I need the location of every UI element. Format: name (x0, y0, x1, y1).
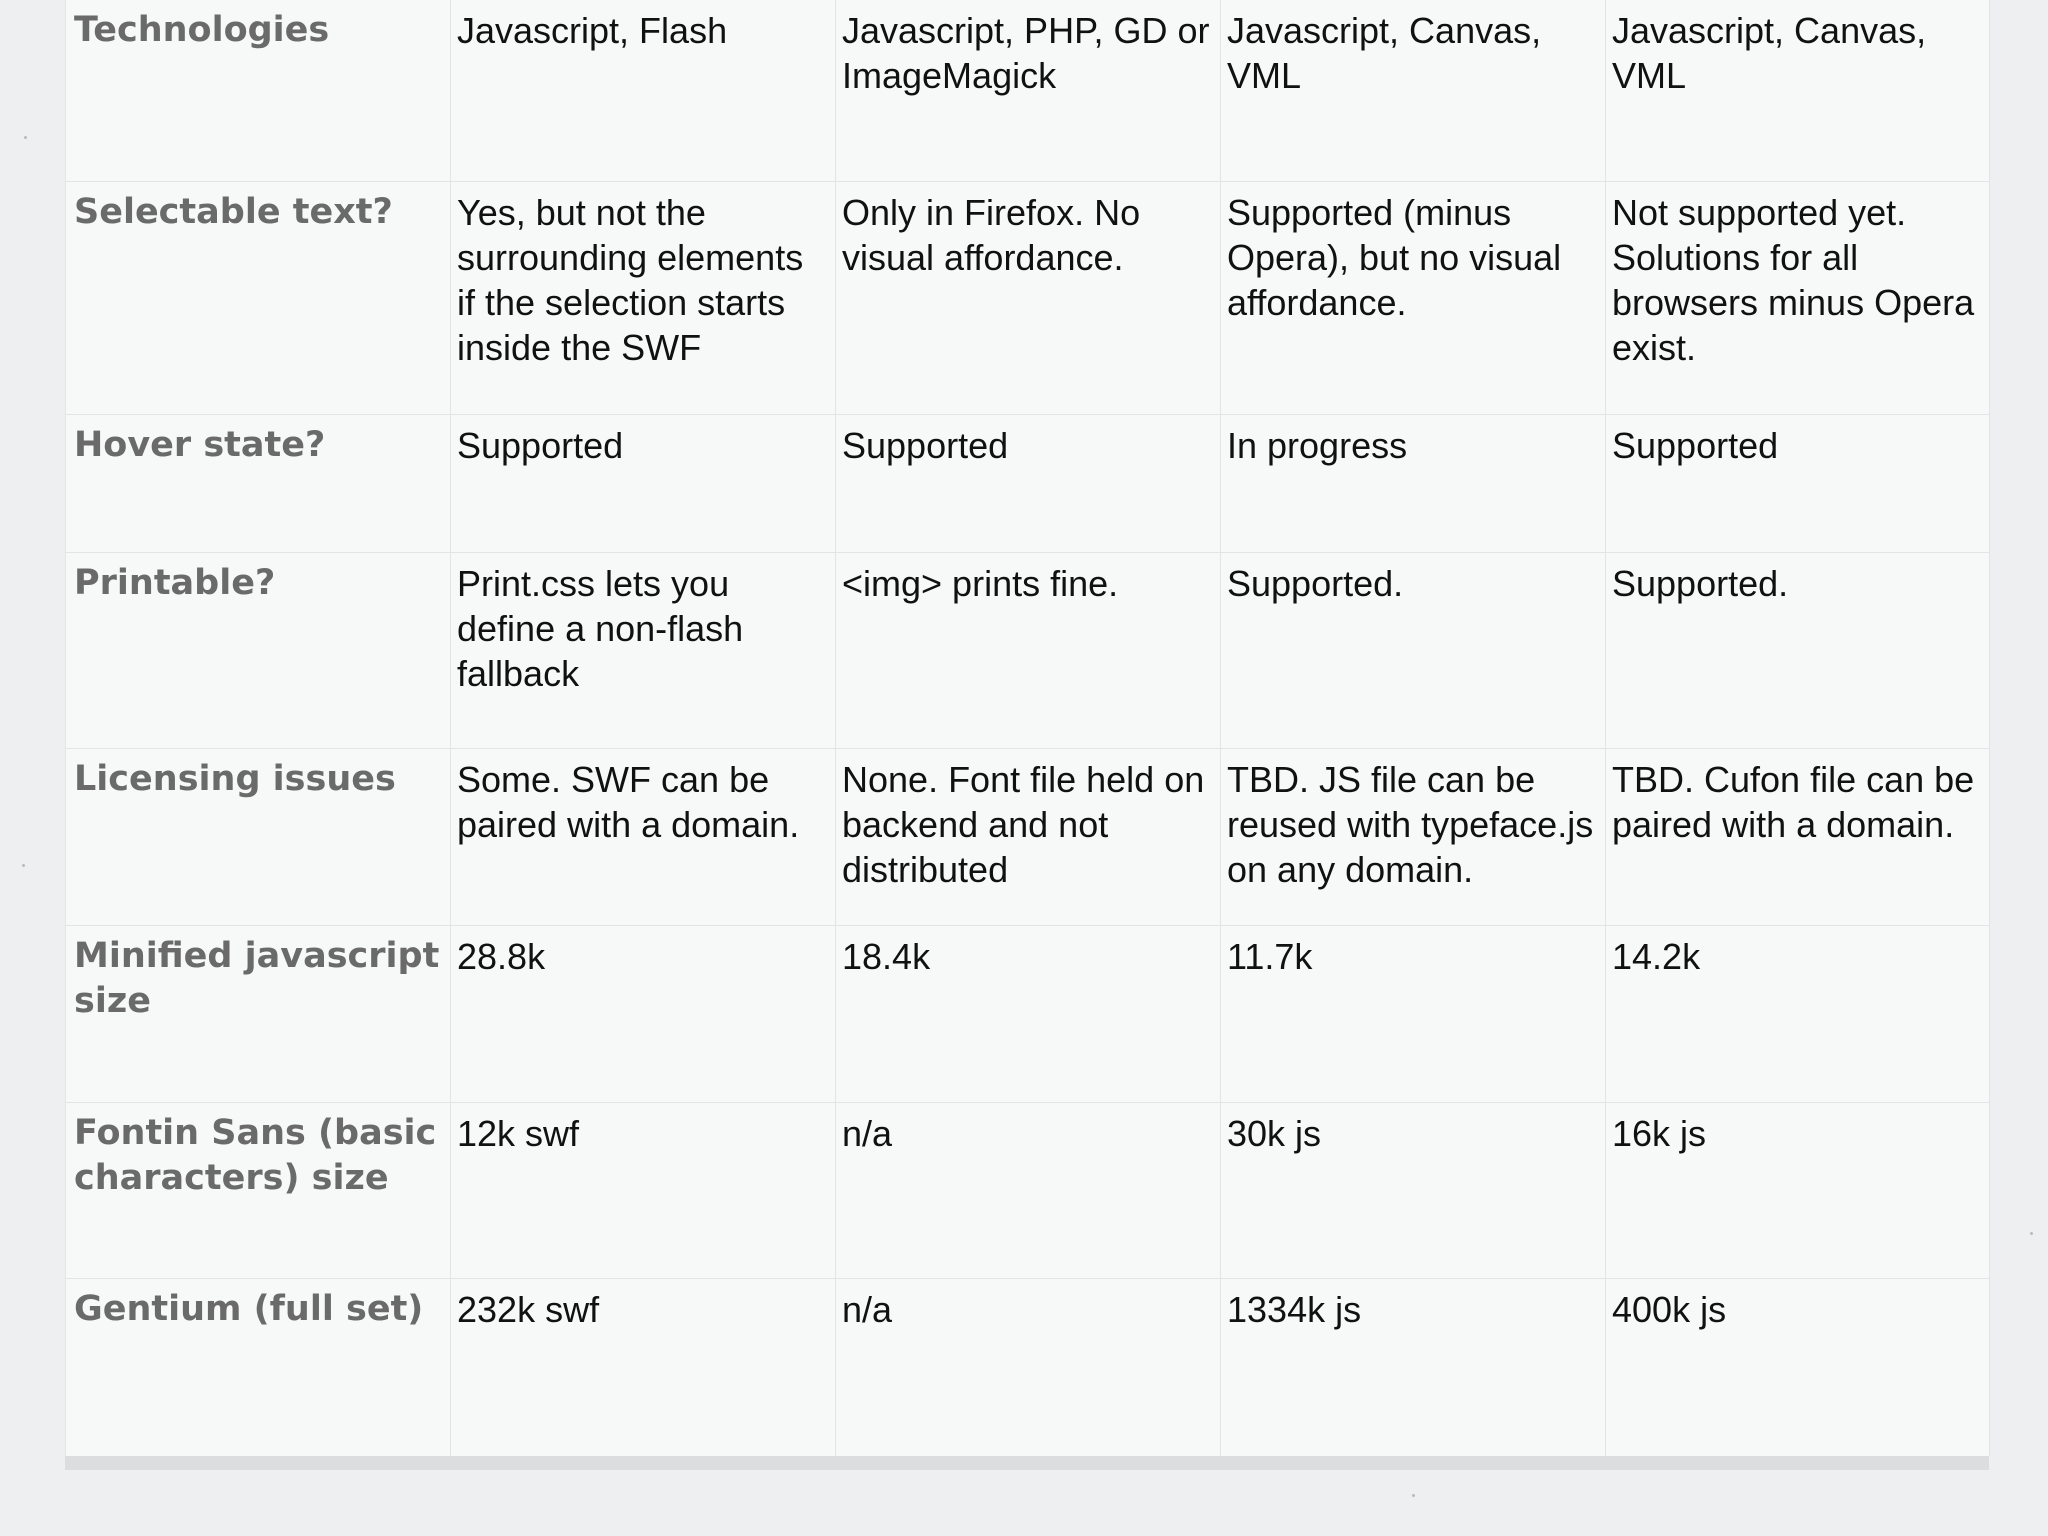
table-cell: 11.7k (1220, 924, 1606, 1102)
table-cell: 18.4k (835, 924, 1221, 1102)
table-cell: n/a (835, 1101, 1221, 1278)
table-row-selectable-text: Selectable text? Yes, but not the surrou… (65, 180, 1990, 414)
table-cell: Supported (450, 413, 836, 552)
table-cell: 14.2k (1605, 924, 1990, 1102)
comparison-table: Technologies Javascript, Flash Javascrip… (65, 0, 1990, 1456)
table-cell: Javascript, Flash (450, 0, 836, 181)
table-cell: 12k swf (450, 1101, 836, 1278)
table-row-hover-state: Hover state? Supported Supported In prog… (65, 413, 1990, 552)
table-cell: 28.8k (450, 924, 836, 1102)
table-cell: Javascript, Canvas, VML (1220, 0, 1606, 181)
table-cell: Supported (835, 413, 1221, 552)
background-speck (22, 864, 25, 867)
row-label: Licensing issues (65, 747, 451, 925)
background-speck (1412, 1494, 1415, 1497)
background-speck (24, 136, 27, 139)
table-cell: Only in Firefox. No visual affordance. (835, 180, 1221, 414)
table-cell: Javascript, PHP, GD or ImageMagick (835, 0, 1221, 181)
table-cell: None. Font file held on backend and not … (835, 747, 1221, 925)
row-label: Fontin Sans (basic characters) size (65, 1101, 451, 1278)
table-cell: 16k js (1605, 1101, 1990, 1278)
table-cell: 400k js (1605, 1277, 1990, 1456)
table-cell: Supported. (1220, 551, 1606, 748)
table-cell: Yes, but not the surrounding elements if… (450, 180, 836, 414)
comparison-table-panel: Technologies Javascript, Flash Javascrip… (65, 0, 1990, 1456)
table-cell: 232k swf (450, 1277, 836, 1456)
table-cell: 30k js (1220, 1101, 1606, 1278)
table-row-gentium-full-set: Gentium (full set) 232k swf n/a 1334k js… (65, 1277, 1990, 1456)
row-label: Gentium (full set) (65, 1277, 451, 1456)
table-cell: Print.css lets you define a non-flash fa… (450, 551, 836, 748)
row-label: Hover state? (65, 413, 451, 552)
table-cell: Supported. (1605, 551, 1990, 748)
row-label: Technologies (65, 0, 451, 181)
table-cell: In progress (1220, 413, 1606, 552)
table-cell: Supported (minus Opera), but no visual a… (1220, 180, 1606, 414)
table-cell: Not supported yet. Solutions for all bro… (1605, 180, 1990, 414)
table-row-minified-javascript-size: Minified javascript size 28.8k 18.4k 11.… (65, 924, 1990, 1102)
background-speck (2030, 1232, 2033, 1235)
row-label: Minified javascript size (65, 924, 451, 1102)
table-cell: Javascript, Canvas, VML (1605, 0, 1990, 181)
table-cell: <img> prints fine. (835, 551, 1221, 748)
table-cell: TBD. JS file can be reused with typeface… (1220, 747, 1606, 925)
table-cell: Supported (1605, 413, 1990, 552)
table-row-technologies: Technologies Javascript, Flash Javascrip… (65, 0, 1990, 181)
table-row-licensing-issues: Licensing issues Some. SWF can be paired… (65, 747, 1990, 925)
table-cell: 1334k js (1220, 1277, 1606, 1456)
table-cell: TBD. Cufon file can be paired with a dom… (1605, 747, 1990, 925)
row-label: Selectable text? (65, 180, 451, 414)
table-cell: n/a (835, 1277, 1221, 1456)
table-row-printable: Printable? Print.css lets you define a n… (65, 551, 1990, 748)
table-cell: Some. SWF can be paired with a domain. (450, 747, 836, 925)
table-row-fontin-sans-size: Fontin Sans (basic characters) size 12k … (65, 1101, 1990, 1278)
row-label: Printable? (65, 551, 451, 748)
